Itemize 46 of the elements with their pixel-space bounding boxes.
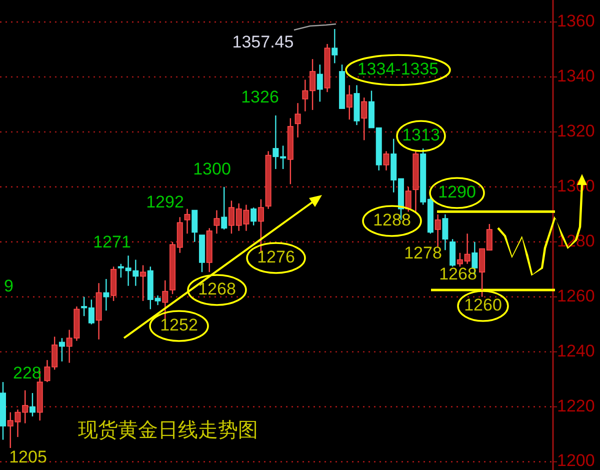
candlestick <box>58 337 65 362</box>
annotation: 1278 <box>404 243 442 262</box>
candlestick <box>346 84 352 120</box>
annotation: 228 <box>13 363 42 382</box>
annotation: 1268 <box>198 279 236 298</box>
annotation: 1334-1335 <box>357 59 439 78</box>
candlestick <box>221 186 228 230</box>
y-tick-label: 1220 <box>557 396 595 416</box>
candlestick <box>192 210 198 242</box>
candlestick <box>140 264 146 302</box>
candlestick <box>442 214 448 251</box>
candlestick <box>316 64 323 102</box>
y-tick-label: 1320 <box>557 121 595 140</box>
text: 现货黄金日线走势图 <box>78 420 258 442</box>
annotation: 1276 <box>257 247 295 266</box>
candlestick <box>103 278 110 312</box>
candlestick <box>434 214 441 248</box>
annotation: 1357.45 <box>232 32 294 52</box>
y-tick-label: 1240 <box>557 341 595 360</box>
candlestick <box>184 208 190 234</box>
annotation: 1260 <box>464 295 502 314</box>
candlestick <box>29 392 36 418</box>
annotation: 1271 <box>93 232 131 252</box>
candlestick <box>162 280 168 320</box>
annotation: 1313 <box>402 125 440 144</box>
y-tick-label: 1340 <box>557 66 595 86</box>
candlestick <box>250 206 257 226</box>
candlestick <box>383 150 390 172</box>
annotation: 1290 <box>438 182 476 202</box>
annotation: 1300 <box>193 159 231 178</box>
annotation: 1288 <box>373 210 411 230</box>
annotation: 1326 <box>241 87 279 106</box>
annotation: 9 <box>4 276 14 296</box>
candlestick <box>214 210 220 234</box>
annotation: 1268 <box>439 264 477 284</box>
candlestick <box>450 238 456 268</box>
candlestick <box>405 186 412 212</box>
y-tick-label: 1260 <box>557 286 595 306</box>
candlestick <box>361 96 368 141</box>
candlestick <box>294 102 301 138</box>
y-tick-label: 1200 <box>557 451 595 470</box>
annotation: 1205 <box>9 447 47 466</box>
annotation: 1292 <box>146 192 184 212</box>
annotation: 1252 <box>160 315 198 334</box>
y-tick-label: 1360 <box>557 11 595 30</box>
candlestick <box>332 28 338 64</box>
